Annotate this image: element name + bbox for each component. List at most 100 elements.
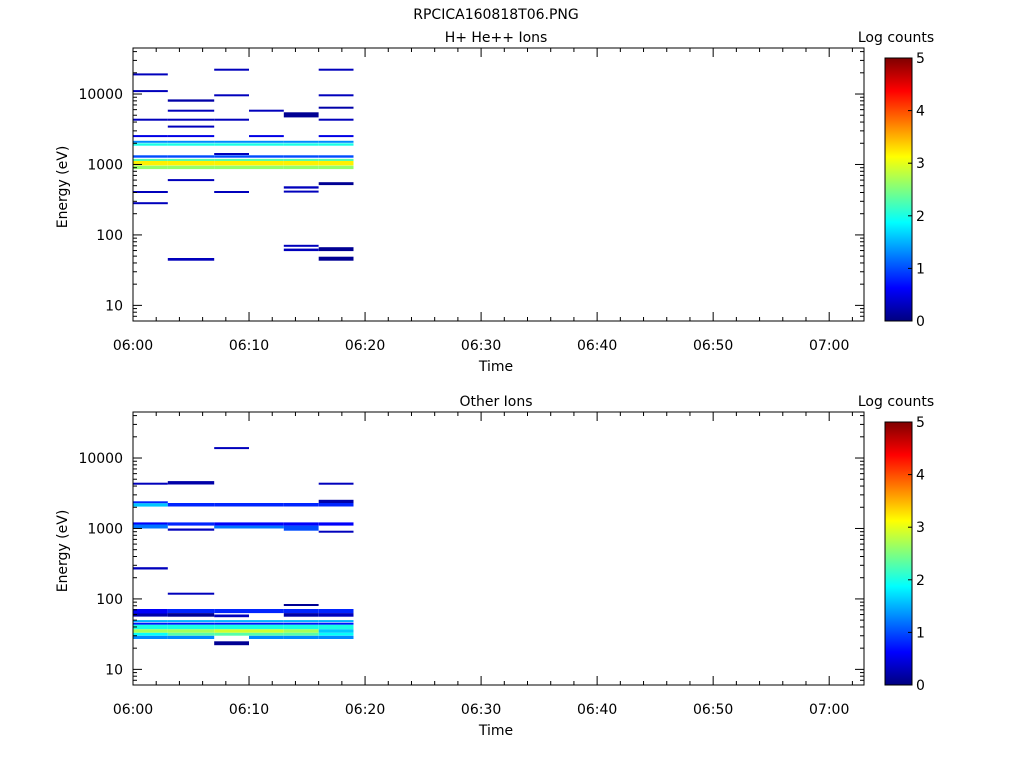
heatmap-cell — [318, 165, 354, 170]
heatmap-cell — [214, 629, 249, 633]
heatmap-cell — [167, 165, 215, 170]
heatmap-cell — [318, 482, 354, 485]
x-tick-label: 06:10 — [229, 702, 269, 718]
heatmap-cell — [283, 143, 319, 146]
heatmap-cell — [318, 635, 354, 639]
y-tick-label: 10 — [105, 298, 123, 314]
heatmap-cell — [167, 140, 215, 143]
heatmap-cell — [133, 191, 168, 193]
heatmap-cell — [318, 106, 354, 109]
x-tick-label: 07:00 — [809, 702, 849, 718]
y-tick-label: 1000 — [87, 521, 123, 537]
heatmap-cell — [214, 68, 249, 71]
colorbar-tick-label: 1 — [916, 625, 925, 641]
heatmap-cell — [283, 158, 319, 161]
y-tick-label: 100 — [96, 228, 123, 244]
heatmap-cell — [167, 629, 215, 633]
heatmap-cell — [133, 522, 168, 525]
heatmap-cell — [318, 68, 354, 71]
heatmap-cell — [318, 140, 354, 143]
heatmap-cell — [318, 503, 354, 507]
heatmap-cell — [214, 143, 249, 146]
heatmap-cell — [249, 135, 284, 138]
heatmap-cell — [133, 620, 168, 623]
colorbar — [884, 57, 913, 322]
x-axis: 06:00 06:10 06:20 06:30 06:40 06:50 07:00 — [113, 48, 853, 354]
heatmap-cell — [133, 118, 168, 121]
heatmap-cell — [283, 140, 319, 143]
heatmap-cell — [283, 525, 319, 531]
heatmap-cell — [249, 624, 284, 630]
heatmap-cell — [167, 632, 215, 636]
heatmap-cell — [214, 525, 249, 529]
heatmap-cells — [133, 68, 354, 261]
heatmap-cell — [214, 94, 249, 97]
x-tick-label: 06:40 — [577, 702, 617, 718]
heatmap-cell — [133, 609, 168, 614]
heatmap-cell — [214, 161, 249, 166]
heatmap-cell — [283, 244, 319, 247]
heatmap-cell — [283, 622, 319, 625]
heatmap-cell — [249, 143, 284, 146]
heatmap-cell — [133, 90, 168, 93]
y-axis: 10 100 1000 10000 — [78, 51, 864, 322]
heatmap-cell — [214, 620, 249, 623]
heatmap-cell — [133, 567, 168, 570]
heatmap-cell — [318, 135, 354, 138]
heatmap-cell — [167, 143, 215, 146]
colorbar-tick-label: 3 — [916, 156, 925, 172]
heatmap-cell — [214, 522, 249, 526]
x-tick-label: 06:20 — [345, 338, 385, 354]
heatmap-cell — [283, 620, 319, 623]
heatmap-cell — [249, 620, 284, 623]
heatmap-cell — [167, 592, 215, 595]
heatmap-cell — [167, 179, 215, 182]
heatmap-cell — [283, 161, 319, 166]
heatmap-cell — [167, 620, 215, 623]
heatmap-cell — [318, 158, 354, 161]
heatmap-cell — [133, 143, 168, 146]
heatmap-cell — [249, 161, 284, 166]
heatmap-cell — [214, 158, 249, 161]
heatmap-cell — [167, 624, 215, 630]
heatmap-cell — [318, 161, 354, 166]
heatmap-cell — [318, 530, 354, 533]
x-tick-label: 06:40 — [577, 338, 617, 354]
heatmap-cell — [249, 632, 284, 636]
heatmap-cell — [167, 161, 215, 166]
heatmap-cell — [318, 256, 354, 261]
heatmap-cell — [283, 604, 319, 606]
colorbar-tick-label: 3 — [916, 520, 925, 536]
heatmap-cell — [283, 186, 319, 189]
colorbar-label: Log counts — [858, 394, 934, 410]
heatmap-cell — [249, 503, 284, 507]
page-title: RPCICA160818T06.PNG — [413, 7, 578, 23]
heatmap-cell — [283, 522, 319, 526]
heatmap-cell — [318, 118, 354, 121]
y-tick-label: 10000 — [78, 451, 123, 467]
heatmap-cell — [318, 522, 354, 526]
heatmap-cell — [249, 140, 284, 143]
colorbar-tick-label: 0 — [916, 678, 925, 694]
heatmap-cell — [249, 158, 284, 161]
heatmap-cell — [167, 481, 215, 485]
heatmap-cell — [167, 125, 215, 128]
heatmap-cell — [318, 620, 354, 623]
x-tick-label: 07:00 — [809, 338, 849, 354]
heatmap-cell — [133, 158, 168, 161]
heatmap-cell — [214, 503, 249, 507]
heatmap-cell — [249, 629, 284, 633]
heatmap-cell — [133, 202, 168, 205]
heatmap-cell — [318, 613, 354, 617]
heatmap-cell — [318, 499, 354, 503]
heatmap-cell — [133, 613, 168, 617]
heatmap-cell — [249, 165, 284, 170]
heatmap-cell — [214, 624, 249, 630]
colorbar-tick-label: 2 — [916, 573, 925, 589]
heatmap-cell — [249, 635, 284, 639]
heatmap-cell — [133, 632, 168, 636]
heatmap-cell — [167, 109, 215, 112]
heatmap-cell — [283, 609, 319, 614]
x-tick-label: 06:30 — [461, 338, 501, 354]
